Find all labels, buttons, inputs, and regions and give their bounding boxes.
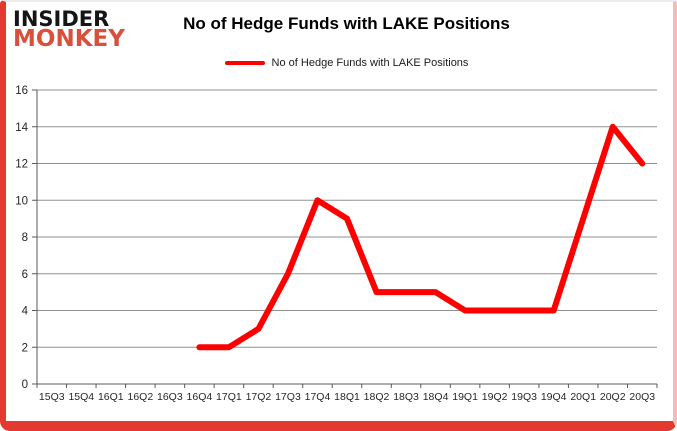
x-axis-label-15Q3: 15Q3 (39, 391, 65, 403)
x-axis-label-20Q1: 20Q1 (570, 391, 596, 403)
x-axis-label-17Q4: 17Q4 (305, 391, 331, 403)
y-axis-label: 4 (22, 306, 29, 318)
chart-legend: No of Hedge Funds with LAKE Positions (6, 57, 673, 69)
x-axis-label-16Q1: 16Q1 (98, 391, 124, 403)
x-axis-label-17Q3: 17Q3 (275, 391, 301, 403)
x-axis-label-17Q2: 17Q2 (246, 391, 272, 403)
series-line-lake-positions (196, 123, 646, 351)
x-axis-label-19Q4: 19Q4 (541, 391, 567, 403)
x-axis-label-18Q2: 18Q2 (364, 391, 390, 403)
x-axis-label-15Q4: 15Q4 (68, 391, 94, 403)
y-axis-label: 10 (15, 195, 28, 207)
x-axis-label-19Q3: 19Q3 (511, 391, 537, 403)
y-axis-label: 2 (22, 342, 28, 354)
y-axis-label: 8 (22, 232, 28, 244)
x-axis-label-16Q3: 16Q3 (157, 391, 183, 403)
x-axis-label-18Q3: 18Q3 (393, 391, 419, 403)
x-axis-label-20Q2: 20Q2 (600, 391, 626, 403)
legend-label: No of Hedge Funds with LAKE Positions (271, 57, 469, 69)
y-axis-label: 16 (15, 85, 28, 97)
x-axis-label-16Q2: 16Q2 (127, 391, 153, 403)
chart-content: INSIDER MONKEY No of Hedge Funds with LA… (6, 2, 673, 421)
page-title: No of Hedge Funds with LAKE Positions (183, 14, 510, 33)
y-axis-label: 6 (22, 269, 28, 281)
x-axis-label-18Q4: 18Q4 (423, 391, 449, 403)
logo-insider-text: INSIDER (13, 7, 110, 31)
insider-monkey-logo: INSIDER MONKEY (13, 7, 125, 53)
y-axis-label: 14 (15, 122, 28, 134)
x-axis-label-18Q1: 18Q1 (334, 391, 360, 403)
y-axis-label: 12 (15, 159, 28, 171)
x-axis-label-17Q1: 17Q1 (216, 391, 242, 403)
x-axis-label-19Q1: 19Q1 (452, 391, 478, 403)
legend-line-swatch (224, 61, 265, 65)
y-axis-label: 0 (22, 379, 28, 391)
x-axis-label-16Q4: 16Q4 (187, 391, 213, 403)
x-axis-label-20Q3: 20Q3 (629, 391, 655, 403)
x-axis-label-19Q2: 19Q2 (482, 391, 508, 403)
logo-monkey-text: MONKEY (13, 26, 125, 53)
